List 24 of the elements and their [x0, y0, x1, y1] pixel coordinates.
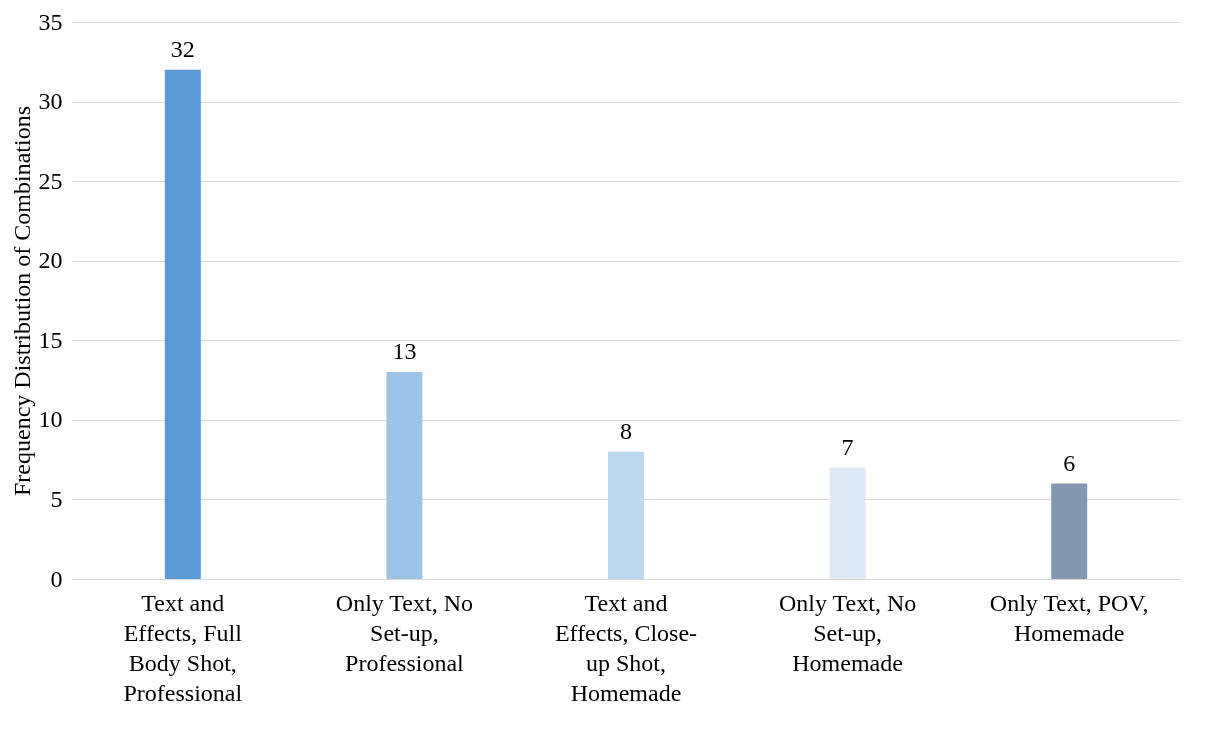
- x-tick-label: Only Text, No Set-up, Professional: [335, 589, 473, 676]
- y-tick-label: 10: [38, 406, 63, 433]
- x-tick-label: Only Text, No Set-up, Homemade: [779, 589, 917, 676]
- y-tick-label: 15: [38, 326, 63, 353]
- y-tick-label: 35: [38, 8, 63, 35]
- y-tick-label: 20: [38, 247, 63, 274]
- bar: [164, 69, 201, 579]
- data-label: 13: [392, 338, 417, 365]
- data-label: 7: [841, 433, 854, 460]
- x-tick-label: Only Text, POV, Homemade: [989, 589, 1149, 646]
- bar: [829, 467, 866, 579]
- bar: [386, 372, 423, 579]
- bar: [608, 451, 644, 579]
- x-tick-label: Text and Effects, Full Body Shot, Professional: [123, 589, 243, 706]
- bar: [1051, 483, 1088, 579]
- y-tick-label: 5: [50, 485, 63, 512]
- y-tick-label: 25: [38, 167, 63, 194]
- data-label: 8: [620, 417, 632, 444]
- y-axis-title: Frequency Distribution of Combinations: [8, 106, 35, 496]
- y-tick-label: 30: [38, 88, 63, 115]
- data-label: 32: [170, 35, 195, 62]
- x-tick-label: Text and Effects, Close-up Shot, Homemade: [554, 589, 698, 706]
- y-tick-label: 0: [50, 565, 63, 592]
- data-label: 6: [1063, 449, 1076, 476]
